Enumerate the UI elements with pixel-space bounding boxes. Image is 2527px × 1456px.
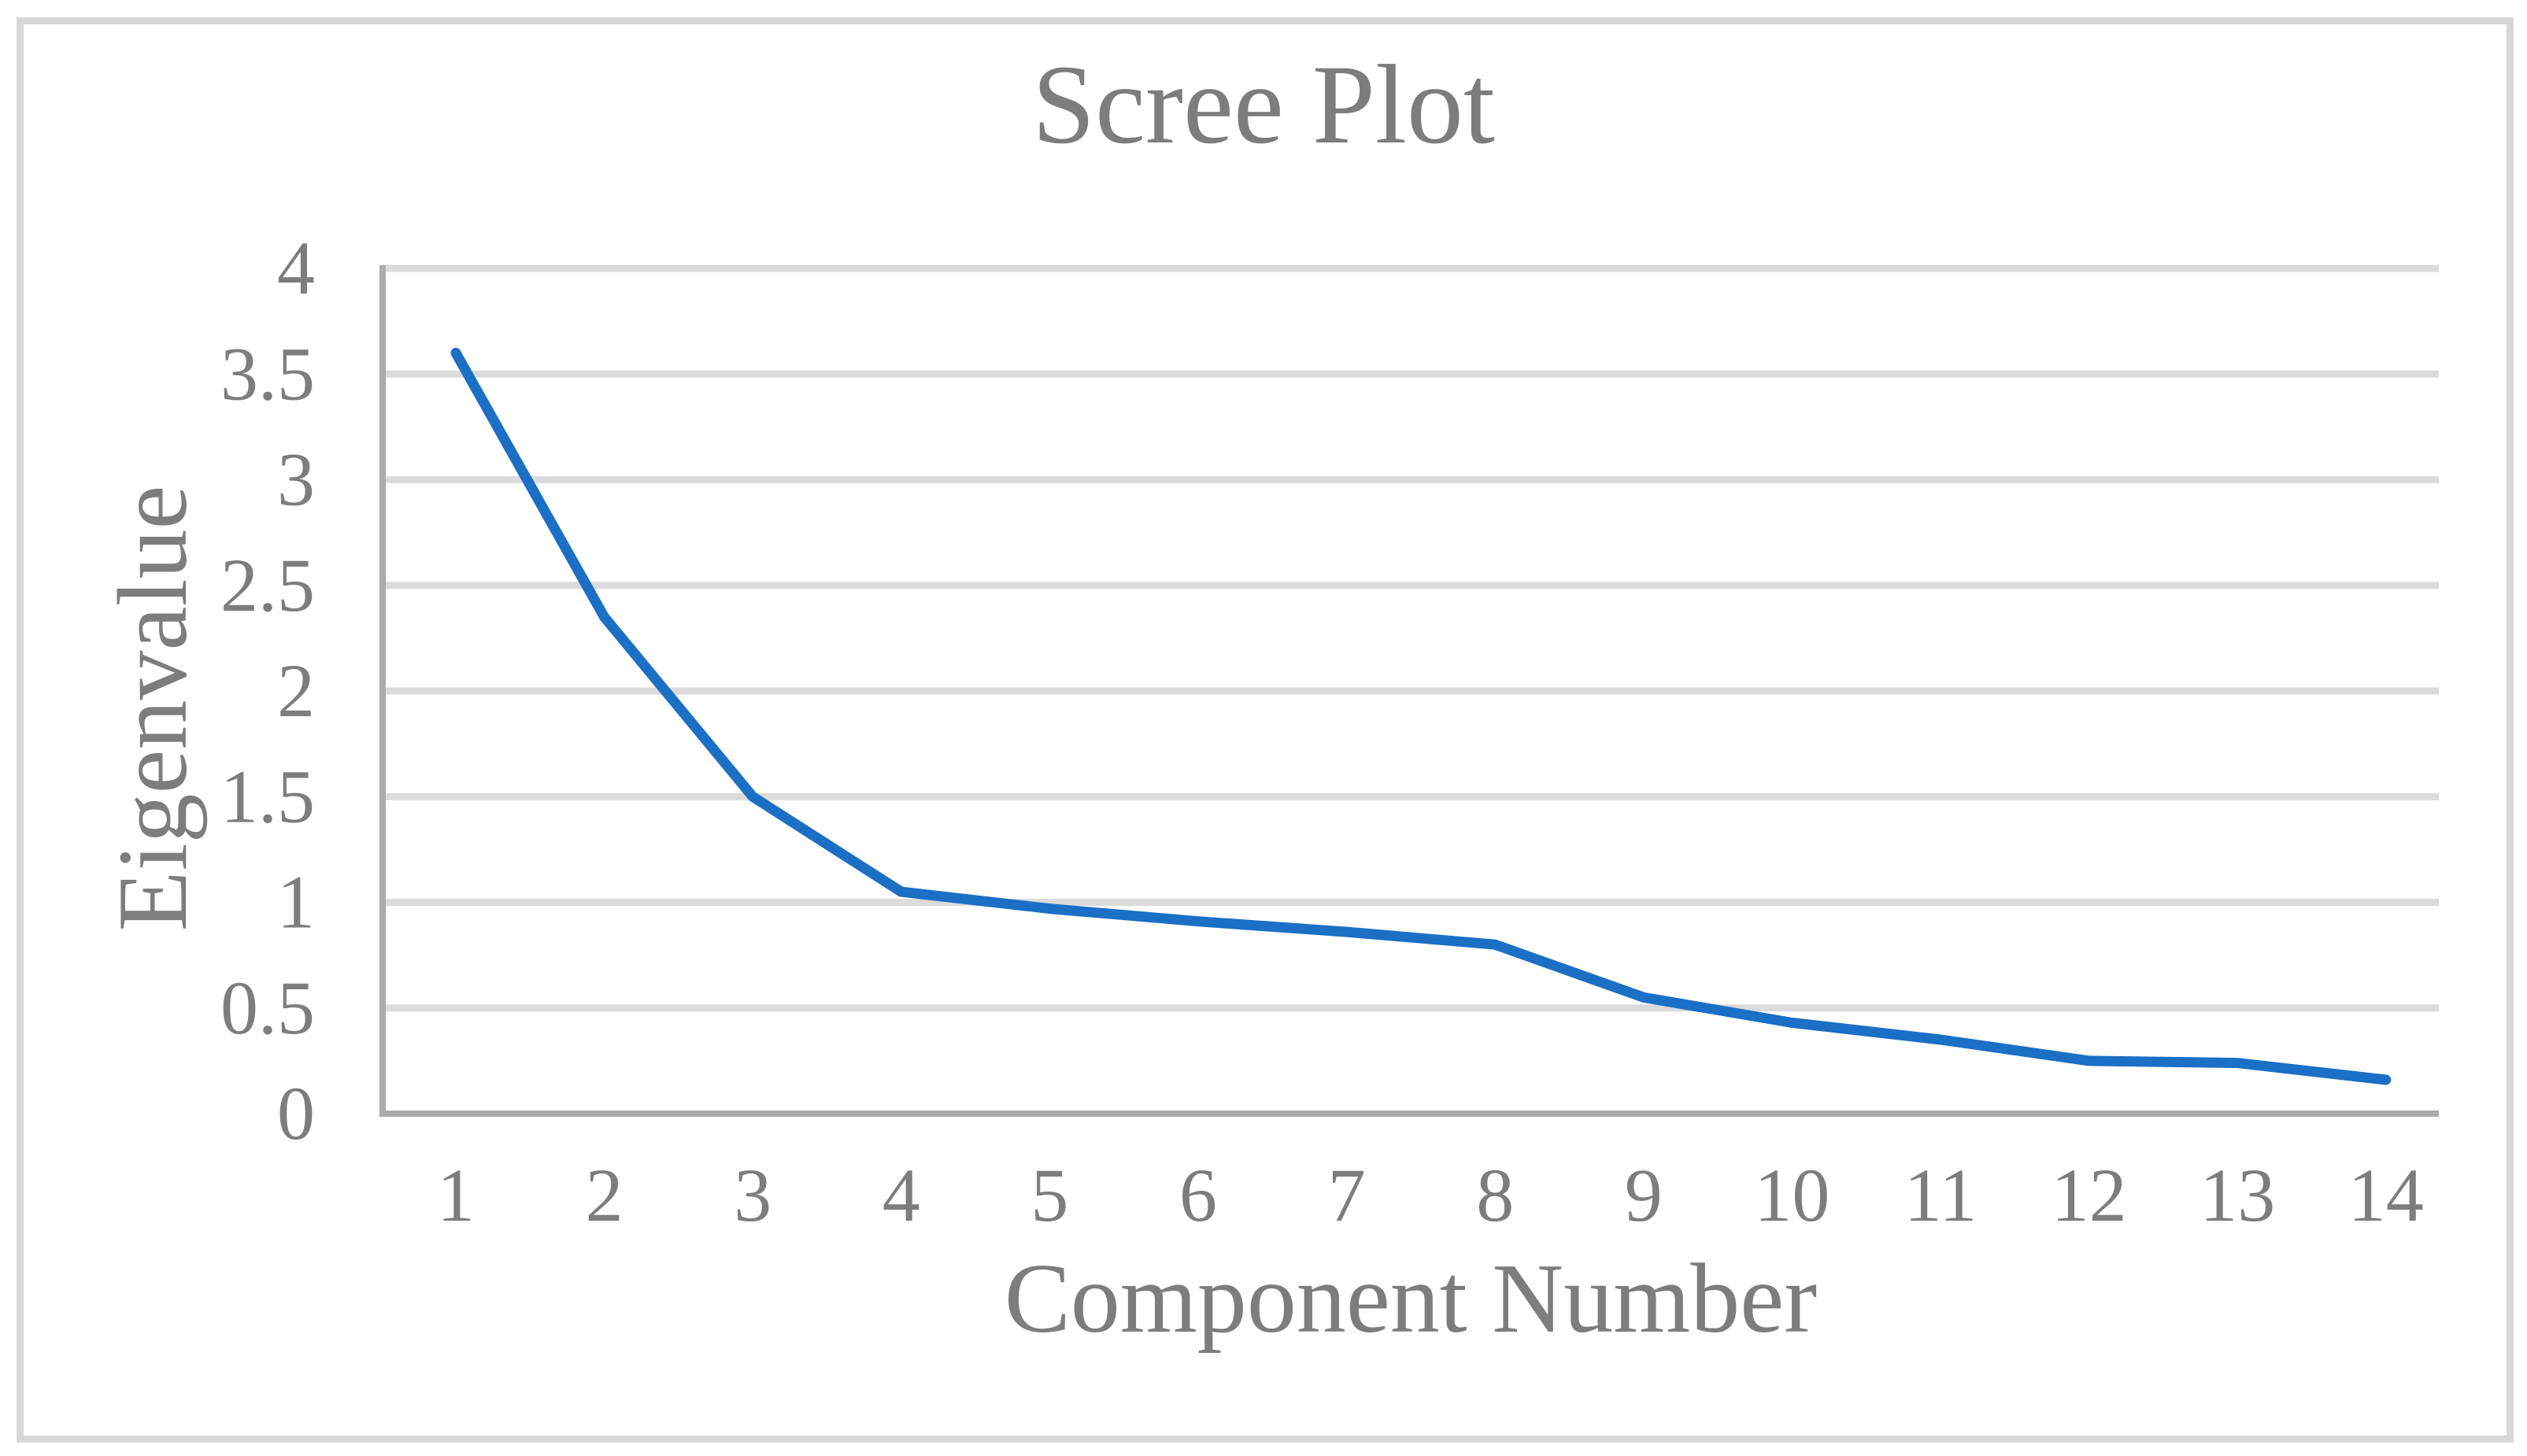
x-tick-label: 6 — [1179, 1153, 1217, 1237]
x-axis-title: Component Number — [1004, 1244, 1818, 1354]
y-tick-label: 2.5 — [220, 543, 315, 627]
y-axis-title: Eigenvalue — [98, 485, 208, 932]
figure-border — [17, 17, 2514, 1443]
y-tick-label: 1 — [277, 860, 315, 944]
eigenvalue-line — [450, 347, 2392, 1085]
y-tick-label: 2 — [277, 649, 315, 733]
x-tick-label: 10 — [1754, 1153, 1830, 1237]
x-tick-label: 13 — [2200, 1153, 2275, 1237]
x-tick-label: 9 — [1625, 1153, 1663, 1237]
x-tick-label: 12 — [2052, 1153, 2127, 1237]
x-tick-label: 5 — [1030, 1153, 1068, 1237]
chart-title: Scree Plot — [1032, 42, 1495, 168]
x-tick-label: 7 — [1328, 1153, 1366, 1237]
y-tick-label: 4 — [277, 226, 315, 310]
x-tick-label: 1 — [437, 1153, 475, 1237]
x-tick-label: 2 — [586, 1153, 623, 1237]
y-tick-label: 1.5 — [220, 754, 315, 838]
x-tick-label: 8 — [1476, 1153, 1514, 1237]
y-tick-label: 3.5 — [220, 331, 315, 416]
y-tick-label: 3 — [277, 438, 315, 522]
x-tick-label: 11 — [1904, 1153, 1977, 1237]
x-tick-label: 3 — [734, 1153, 771, 1237]
x-tick-label: 14 — [2348, 1153, 2424, 1237]
y-tick-label: 0.5 — [220, 966, 315, 1050]
x-tick-label: 4 — [882, 1153, 920, 1237]
y-tick-label: 0 — [277, 1071, 315, 1155]
